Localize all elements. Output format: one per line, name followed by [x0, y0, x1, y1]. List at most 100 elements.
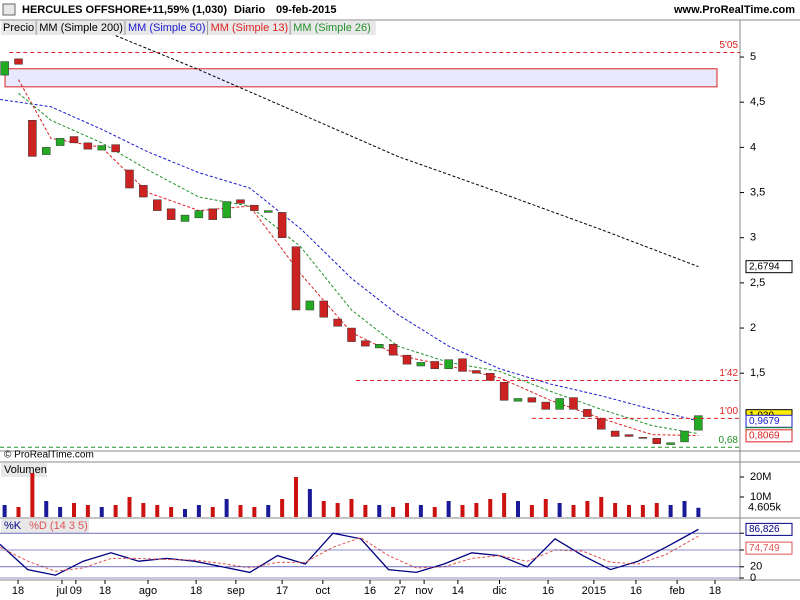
x-tick-label: nov [415, 585, 433, 597]
volume-bar [155, 505, 160, 517]
title: HERCULES OFFSHORE [22, 4, 147, 16]
candle-body [416, 362, 426, 367]
volume-bar [516, 501, 520, 517]
candle-body [402, 354, 412, 365]
candle-body [638, 437, 648, 439]
volume-bar [252, 507, 257, 517]
volume-bar [654, 503, 659, 517]
volume-bar [307, 489, 312, 517]
menu-icon[interactable] [2, 3, 16, 16]
volume-bar [30, 473, 35, 517]
candle-body [347, 327, 356, 342]
y-tick-label: 4 [750, 141, 756, 153]
volume-bar [363, 505, 368, 517]
candle-body [624, 434, 634, 437]
value-tag [745, 429, 793, 443]
candle-body [513, 398, 523, 402]
x-tick-label: 2015 [582, 585, 606, 597]
volume-bar [446, 501, 451, 517]
volume-bar [627, 505, 631, 517]
volume-tag: 4.605k [748, 502, 782, 514]
y-tick-label: 1,5 [750, 367, 765, 379]
x-tick-label: 18 [12, 585, 24, 597]
volume-bar [169, 507, 174, 517]
y-tick-label: 2,5 [750, 277, 765, 289]
volume-bar [405, 503, 409, 517]
candle-body [680, 430, 689, 443]
candle-body [555, 398, 564, 410]
candle-body [694, 415, 703, 431]
volume-bar [183, 509, 187, 517]
candle-body [194, 210, 204, 219]
value-tag-label: 2,6794 [749, 261, 780, 272]
candle-body [333, 318, 342, 327]
candle-body [236, 199, 245, 204]
candle-body [208, 208, 217, 220]
legend-entry: MM (Simple 13) [211, 22, 289, 34]
volume-bar [238, 505, 243, 517]
value-tag [745, 522, 793, 536]
candle-body [541, 401, 550, 410]
volume-bar [141, 503, 146, 517]
volume-bar [585, 501, 590, 517]
volume-bar [613, 503, 618, 517]
y-tick-label: 2 [750, 322, 756, 334]
candle-body [610, 430, 620, 437]
change: +11,59% (1,030) [146, 4, 227, 16]
x-tick-label: 18 [99, 585, 111, 597]
panel-label-bg [1, 519, 89, 533]
volume-bar [488, 499, 493, 517]
candle-body [0, 61, 9, 76]
volume-bar [543, 499, 548, 517]
y-tick-label: 5 [750, 51, 756, 63]
y-tick-label: 0 [750, 572, 756, 584]
value-tag-label: 86,826 [749, 524, 780, 535]
panel-label-bg [1, 463, 47, 477]
candle-body [569, 397, 578, 410]
header-bar [0, 0, 800, 20]
candle-body [319, 300, 328, 318]
x-tick-label: 27 [394, 585, 406, 597]
value-tag [745, 541, 793, 555]
volume-bar [682, 501, 687, 517]
candle-body [69, 136, 79, 144]
candle-body [166, 208, 176, 220]
price-plot [0, 29, 718, 445]
value-tag-label: 0,9679 [749, 416, 780, 427]
candle-body [458, 358, 467, 372]
volume-bar [58, 507, 63, 517]
level-label: 1'00 [719, 406, 738, 417]
volume-bar [640, 505, 645, 517]
value-tag [745, 260, 793, 274]
x-tick-label: oct [315, 585, 330, 597]
volume-bar [99, 507, 104, 517]
y-tick-label: 4,5 [750, 96, 765, 108]
candle-body [527, 397, 537, 403]
copyright: © ProRealTime.com [4, 450, 94, 461]
volume-bar [557, 503, 562, 517]
volume-bar [280, 499, 285, 517]
x-tick-label: ago [139, 585, 157, 597]
zone [4, 68, 718, 88]
x-tick-label: 17 [276, 585, 288, 597]
volume-bar [571, 505, 576, 517]
volume-bar [502, 493, 507, 517]
candle-body [652, 438, 661, 444]
candle-body [291, 246, 301, 311]
period: Diario [234, 4, 265, 16]
x-tick-label: feb [669, 585, 684, 597]
candle-body [444, 359, 453, 369]
candle-body [583, 409, 592, 417]
candle-body [666, 442, 675, 445]
candle-body [472, 370, 481, 374]
volume-bar [377, 505, 382, 517]
candle-body [42, 147, 51, 155]
candle-body [277, 212, 287, 238]
candle-body [305, 300, 315, 311]
value-tag-label: 0,8069 [749, 430, 780, 441]
candle-body [361, 340, 370, 347]
volume-bar [460, 505, 465, 517]
candle-body [388, 344, 398, 356]
x-tick-label: jul [55, 585, 67, 597]
